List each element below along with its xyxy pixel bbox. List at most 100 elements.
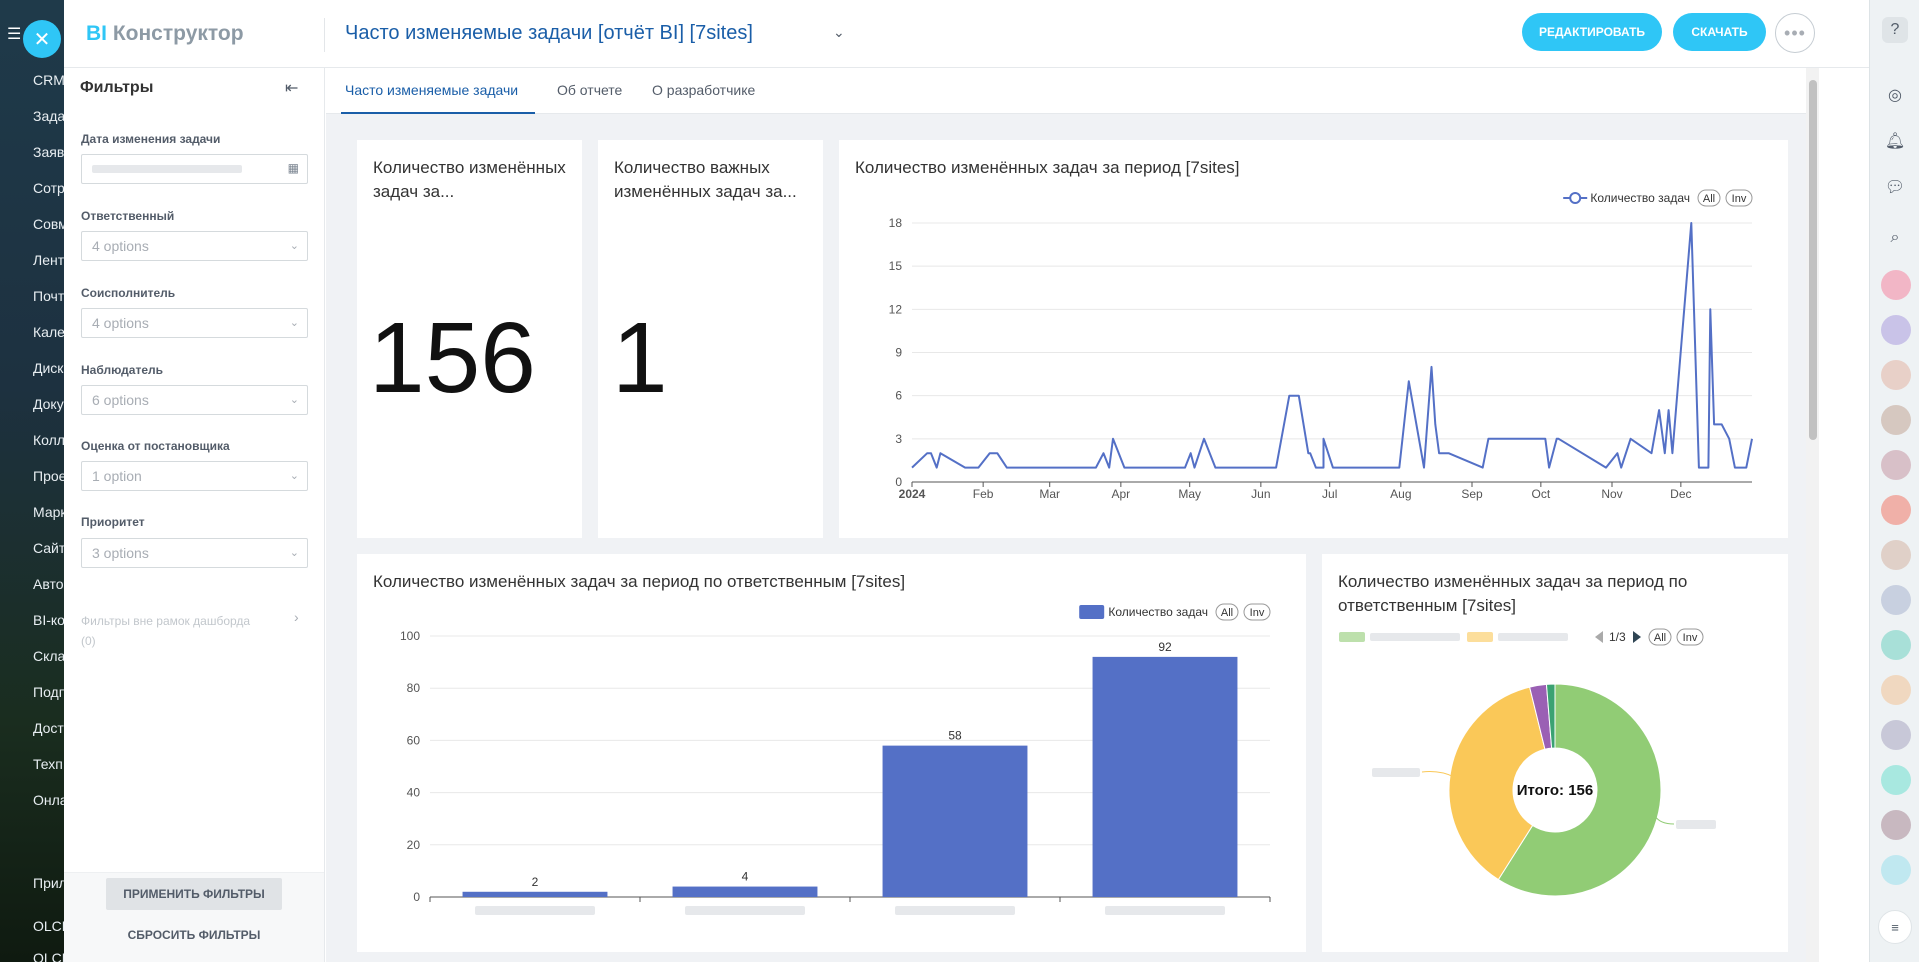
legend-inv-button[interactable]: [1243, 603, 1271, 621]
responsible-select[interactable]: 4 options ⌄: [81, 231, 308, 261]
report-title[interactable]: Часто изменяемые задачи [отчёт BI] [7sit…: [345, 22, 753, 44]
app-nav-item[interactable]: Марк: [33, 504, 64, 520]
user-avatar[interactable]: [1881, 495, 1911, 525]
legend-prev-icon[interactable]: [1595, 631, 1603, 643]
bell-icon[interactable]: 🔔︎: [1884, 133, 1906, 150]
priority-select[interactable]: 3 options ⌄: [81, 538, 308, 568]
pie-legend[interactable]: 1/3 All Inv: [1339, 628, 1704, 646]
menu-burger-icon[interactable]: ☰: [7, 26, 22, 43]
legend-all-button[interactable]: [1697, 189, 1721, 207]
chat-icon[interactable]: 💬︎: [1884, 179, 1906, 196]
legend-all-button[interactable]: [1215, 603, 1239, 621]
help-icon[interactable]: ?: [1882, 17, 1908, 43]
apply-filters-button[interactable]: ПРИМЕНИТЬ ФИЛЬТРЫ: [106, 878, 282, 910]
app-nav-item[interactable]: Заяв: [33, 144, 64, 160]
chart-legend[interactable]: Количество задач All Inv: [1563, 189, 1753, 207]
app-nav-item[interactable]: Зада: [33, 108, 64, 124]
user-avatar[interactable]: [1881, 630, 1911, 660]
legend-next-icon[interactable]: [1633, 631, 1641, 643]
y-tick-label: 15: [889, 259, 903, 273]
user-avatar[interactable]: [1881, 720, 1911, 750]
scrollbar-thumb[interactable]: [1809, 80, 1817, 440]
app-nav-item[interactable]: Скла: [33, 648, 64, 664]
user-avatar[interactable]: [1881, 405, 1911, 435]
rating-select[interactable]: 1 option ⌄: [81, 461, 308, 491]
logo-bi: BI: [86, 22, 107, 45]
date-range-field[interactable]: ▦: [81, 154, 308, 184]
user-avatar[interactable]: [1881, 810, 1911, 840]
app-nav-item[interactable]: Авто: [33, 576, 64, 592]
tab-frequent-tasks[interactable]: Часто изменяемые задачи: [345, 82, 519, 98]
kpi-title: Количество изменённых задач за...: [373, 158, 566, 201]
dashboard-main: Часто изменяемые задачи Об отчете О разр…: [326, 68, 1819, 962]
outside-filters-label: Фильтры вне рамок дашборда: [81, 614, 251, 628]
app-nav-item[interactable]: OLCH: [33, 950, 64, 962]
outside-filters-link[interactable]: Фильтры вне рамок дашборда (0): [81, 611, 261, 651]
tab-about-developer[interactable]: О разработчике: [652, 82, 756, 98]
app-nav-item[interactable]: Прое: [33, 468, 64, 484]
coexecutor-select[interactable]: 4 options ⌄: [81, 308, 308, 338]
legend-all-button[interactable]: [1648, 628, 1672, 646]
observer-select[interactable]: 6 options ⌄: [81, 385, 308, 415]
pie-slice[interactable]: [1545, 683, 1556, 749]
download-button[interactable]: СКАЧАТЬ: [1673, 13, 1766, 51]
list-icon[interactable]: ≡: [1878, 910, 1912, 944]
calendar-icon[interactable]: ▦: [287, 161, 299, 175]
observer-value: 6 options: [92, 392, 149, 408]
app-nav-item[interactable]: BI-ко: [33, 612, 64, 628]
user-avatar[interactable]: [1881, 450, 1911, 480]
category-label-redacted: [475, 906, 595, 915]
app-nav-item[interactable]: CRM: [33, 72, 64, 88]
app-nav-item[interactable]: Лент: [33, 252, 64, 268]
bar[interactable]: [672, 886, 818, 897]
user-avatar[interactable]: [1881, 270, 1911, 300]
app-nav-item[interactable]: Онла: [33, 792, 64, 808]
more-button[interactable]: •••: [1775, 13, 1815, 53]
app-nav-item[interactable]: Дост: [33, 720, 64, 736]
pie-slice[interactable]: [1497, 683, 1662, 897]
legend-marker-icon: [1569, 192, 1582, 204]
pie-slice[interactable]: [1448, 686, 1546, 881]
user-avatar[interactable]: [1881, 765, 1911, 795]
app-nav-item[interactable]: OLCH: [33, 918, 64, 934]
pie-center-label: Итого: 156: [1517, 782, 1594, 799]
tab-about-report[interactable]: Об отчете: [557, 82, 623, 98]
app-nav-item[interactable]: Диск: [33, 360, 64, 376]
main-scrollbar[interactable]: [1806, 68, 1819, 962]
app-nav-item[interactable]: Совм: [33, 216, 64, 232]
app-nav-item[interactable]: Сайт: [33, 540, 64, 556]
bar[interactable]: [882, 745, 1028, 897]
bar[interactable]: [1092, 656, 1238, 897]
legend-inv-button[interactable]: [1725, 189, 1753, 207]
user-avatar[interactable]: [1881, 855, 1911, 885]
app-nav-item[interactable]: Колл: [33, 432, 64, 448]
chevron-down-icon[interactable]: ⌄: [833, 24, 845, 40]
app-nav-item[interactable]: Сотр: [33, 180, 64, 196]
pulse-icon[interactable]: ◎: [1888, 87, 1902, 104]
user-avatar[interactable]: [1881, 315, 1911, 345]
close-slider-button[interactable]: ✕: [23, 20, 61, 58]
app-nav-item[interactable]: Подп: [33, 684, 64, 700]
filter-label-priority: Приоритет: [81, 515, 145, 529]
legend-swatch: [1079, 605, 1105, 619]
user-avatar[interactable]: [1881, 360, 1911, 390]
app-nav-item[interactable]: Техп: [33, 756, 63, 772]
reset-filters-button[interactable]: СБРОСИТЬ ФИЛЬТРЫ: [127, 928, 261, 942]
edit-button[interactable]: РЕДАКТИРОВАТЬ: [1522, 13, 1662, 51]
y-tick-label: 60: [407, 733, 421, 747]
app-nav-item[interactable]: Кале: [33, 324, 64, 340]
collapse-panel-icon[interactable]: ⇤: [285, 80, 299, 97]
bi-constructor-logo[interactable]: BI Конструктор: [86, 22, 244, 46]
bar[interactable]: [462, 891, 608, 897]
user-avatar[interactable]: [1881, 675, 1911, 705]
app-nav-item[interactable]: Прил: [33, 875, 64, 891]
bar-value-label: 2: [532, 875, 539, 889]
user-avatar[interactable]: [1881, 540, 1911, 570]
user-avatar[interactable]: [1881, 585, 1911, 615]
search-icon[interactable]: ⌕: [1890, 229, 1900, 246]
chevron-right-icon[interactable]: ›: [294, 609, 299, 625]
app-nav-item[interactable]: Почт: [33, 288, 64, 304]
legend-inv-button[interactable]: [1676, 628, 1704, 646]
app-nav-item[interactable]: Доку: [33, 396, 64, 412]
chart-legend[interactable]: Количество задач All Inv: [1079, 603, 1271, 621]
